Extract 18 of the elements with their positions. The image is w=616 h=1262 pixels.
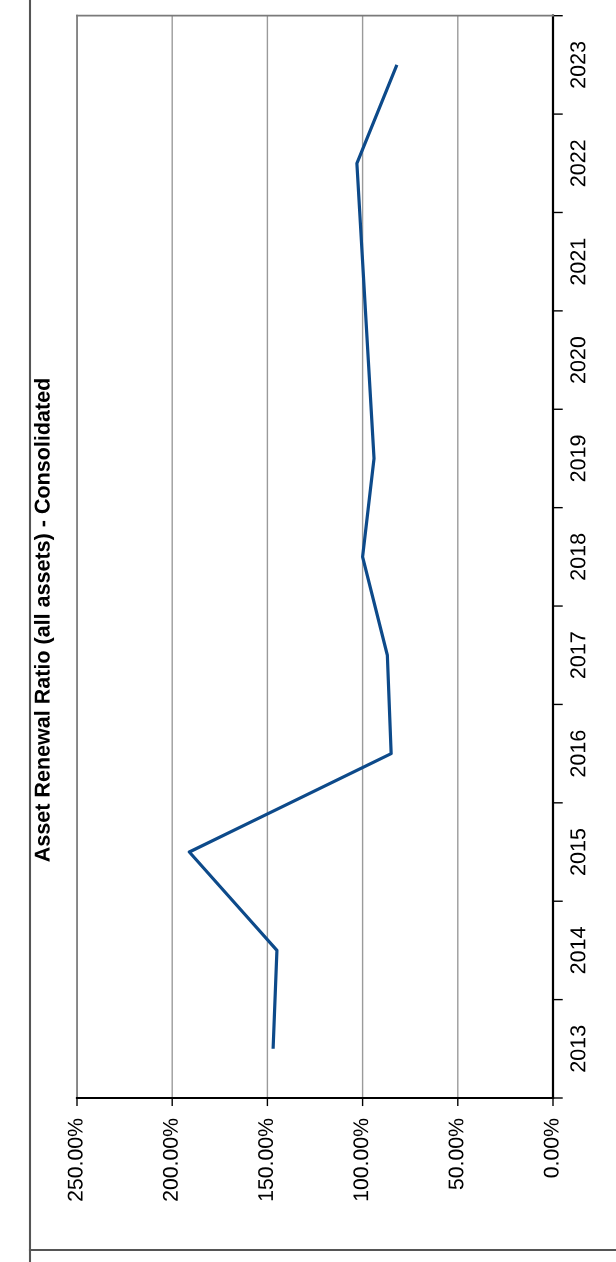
- x-tick-label: 100.00%: [353, 1118, 369, 1201]
- y-tick-label: 2013: [570, 1025, 586, 1072]
- text: Asset Renewal Ratio (all assets) - Consolidated: [33, 379, 55, 862]
- y-tick-label: 2017: [570, 632, 586, 679]
- y-tick-label: 2015: [570, 828, 586, 875]
- y-tick-label: 2018: [570, 533, 586, 580]
- y-tick-label: 2016: [570, 730, 586, 777]
- x-tick-label: 0.00%: [543, 1118, 559, 1178]
- y-tick-label: 2022: [570, 140, 586, 187]
- y-tick-label: 2023: [570, 41, 586, 88]
- x-tick-label: 250.00%: [67, 1118, 83, 1201]
- y-tick-label: 2014: [570, 927, 586, 974]
- y-tick-label: 2020: [570, 336, 586, 383]
- y-tick-label: 2021: [570, 238, 586, 285]
- x-tick-label: 150.00%: [258, 1118, 274, 1201]
- x-tick-label: 200.00%: [162, 1118, 178, 1201]
- y-tick-label: 2019: [570, 435, 586, 482]
- x-tick-label: 50.00%: [448, 1118, 464, 1190]
